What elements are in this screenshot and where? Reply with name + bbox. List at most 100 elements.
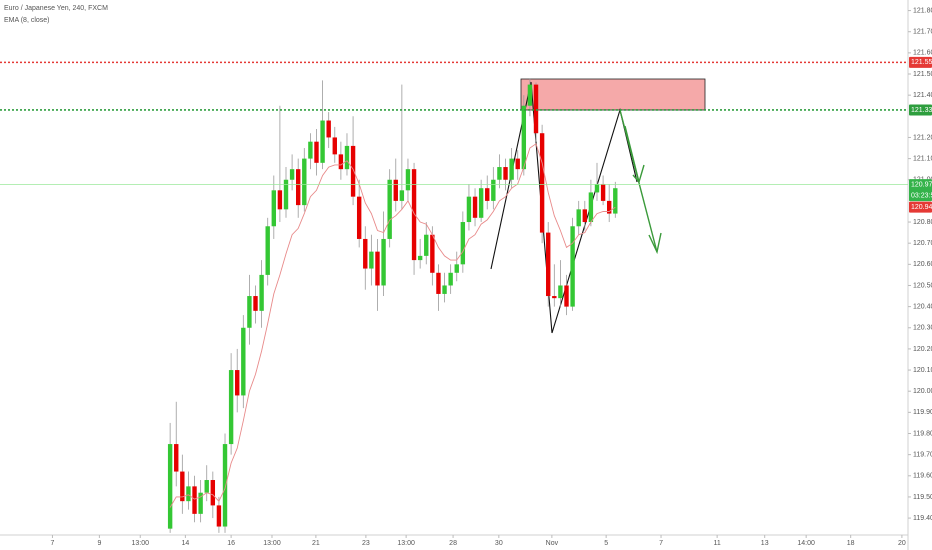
candle-body <box>600 183 606 201</box>
candle-body <box>265 226 270 275</box>
candle-body <box>320 120 325 163</box>
candle-body <box>356 196 362 239</box>
candle-body <box>167 444 173 529</box>
y-tick-label: 120.000 <box>913 388 932 395</box>
supply-zone <box>520 78 706 111</box>
x-tick-label: 13 <box>761 540 769 547</box>
candle-body <box>222 444 228 527</box>
price-tag <box>909 201 932 213</box>
chart-title: Euro / Japanese Yen, 240, FXCM <box>4 5 108 12</box>
price-tag-label: 120.940 <box>911 204 932 211</box>
indicator-label: EMA (8, close) <box>4 17 50 24</box>
candle-body <box>198 492 203 514</box>
candle-body <box>436 272 441 294</box>
candle-body <box>210 480 216 506</box>
candle-body <box>369 251 374 269</box>
x-tick-label: 7 <box>50 540 54 547</box>
candle-body <box>442 285 447 294</box>
x-tick-label: 18 <box>847 540 855 547</box>
candle-body <box>204 480 209 493</box>
x-tick-label: 14:00 <box>797 540 815 547</box>
x-tick-label: 23 <box>362 540 370 547</box>
candle-body <box>241 327 246 396</box>
price-tag-label: 120.977 <box>911 181 932 188</box>
x-tick-label: 5 <box>604 540 608 547</box>
candle-body <box>448 272 453 286</box>
candle-body <box>308 141 313 159</box>
candle-body <box>192 486 197 514</box>
candle-body <box>216 505 222 527</box>
y-tick-label: 120.300 <box>913 325 932 332</box>
candle-body <box>228 370 234 445</box>
candle-body <box>387 179 392 239</box>
candle-body <box>430 234 435 273</box>
price-tag <box>909 179 932 202</box>
candle-body <box>497 167 502 180</box>
candle-body <box>478 188 484 218</box>
candle-body <box>552 296 557 299</box>
candle-body <box>174 444 179 472</box>
x-tick-label: 9 <box>97 540 101 547</box>
candle-body <box>460 222 466 265</box>
x-tick-label: 11 <box>713 540 720 547</box>
candle-body <box>472 196 478 218</box>
candle-body <box>576 209 581 227</box>
y-tick-label: 121.400 <box>913 92 932 99</box>
candle-body <box>235 370 240 396</box>
candle-body <box>363 238 368 269</box>
price-tag-label: 121.555 <box>911 59 932 66</box>
candle-body <box>247 296 252 328</box>
candle-body <box>350 145 356 197</box>
y-tick-label: 121.600 <box>913 50 932 57</box>
y-tick-label: 121.800 <box>913 7 932 14</box>
candle-body <box>588 192 594 223</box>
y-tick-label: 120.600 <box>913 261 932 268</box>
candle-body <box>180 471 185 502</box>
candle-body <box>332 137 337 155</box>
countdown-label: 03:23:57 <box>911 192 932 199</box>
candle-body <box>186 486 191 502</box>
y-tick-label: 119.800 <box>913 430 932 437</box>
y-tick-label: 119.600 <box>913 473 932 480</box>
candle-body <box>399 190 405 201</box>
candle-body <box>503 167 508 180</box>
candle-body <box>259 274 264 311</box>
y-tick-label: 120.500 <box>913 282 932 289</box>
x-tick-label: 16 <box>227 540 235 547</box>
candle-body <box>338 154 344 170</box>
candle-body <box>546 232 551 297</box>
candle-body <box>326 120 331 138</box>
candle-body <box>271 190 277 227</box>
candle-body <box>277 190 283 210</box>
x-tick-label: 13:00 <box>397 540 415 547</box>
candle-body <box>381 238 386 286</box>
candle-body <box>375 251 380 286</box>
candle-body <box>393 179 398 201</box>
candle-body <box>521 105 527 170</box>
candle-body <box>558 285 563 299</box>
candle-body <box>454 264 459 273</box>
candle-body <box>582 209 588 223</box>
projection-arrow <box>624 125 640 183</box>
candle-body <box>564 285 569 307</box>
ema-line <box>169 143 616 508</box>
candle-body <box>344 145 350 170</box>
x-tick-label: 13:00 <box>131 540 149 547</box>
x-tick-label: 30 <box>495 540 503 547</box>
candle-body <box>295 169 301 206</box>
candle-body <box>570 226 575 307</box>
y-tick-label: 121.500 <box>913 71 932 78</box>
candle-body <box>289 169 295 180</box>
y-tick-label: 120.400 <box>913 303 932 310</box>
candle-body <box>405 169 411 191</box>
candle-body <box>466 196 472 223</box>
y-tick-label: 121.200 <box>913 134 932 141</box>
price-tag <box>909 104 932 116</box>
candle-body <box>417 255 423 261</box>
price-tag <box>909 56 932 68</box>
candle-body <box>411 169 417 261</box>
candle-body <box>613 188 618 214</box>
candle-body <box>509 158 514 180</box>
